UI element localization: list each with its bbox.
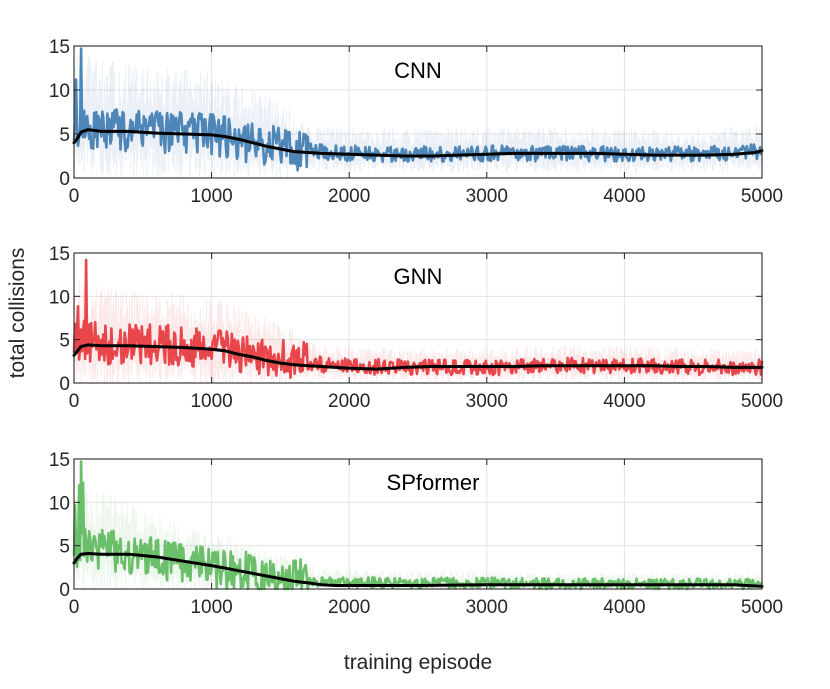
y-tick-label: 5 — [59, 331, 70, 352]
x-tick-label: 1000 — [190, 391, 232, 412]
panel-title: SPformer — [387, 470, 480, 495]
y-axis-label: total collisions — [6, 248, 29, 379]
y-tick-label: 10 — [49, 493, 70, 514]
y-tick-label: 10 — [49, 81, 70, 102]
y-tick-label: 5 — [59, 125, 70, 146]
x-tick-label: 2000 — [328, 391, 370, 412]
x-tick-label: 5000 — [741, 391, 783, 412]
panel-title: CNN — [394, 58, 442, 83]
panel-cnn: 0 1000 2000 3000 4000 5000 0 5 10 15 CNN — [49, 37, 783, 207]
x-tick-label: 1000 — [190, 597, 232, 618]
x-tick-label: 4000 — [603, 186, 645, 207]
x-tick-label: 4000 — [603, 391, 645, 412]
panel-gnn: 0 1000 2000 3000 4000 5000 0 5 10 15 GNN — [49, 244, 783, 412]
y-tick-label: 0 — [59, 580, 70, 601]
x-tick-label: 1000 — [190, 186, 232, 207]
x-tick-label: 3000 — [466, 186, 508, 207]
y-tick-label: 0 — [59, 374, 70, 395]
series-average-cnn — [72, 128, 764, 158]
x-tick-label: 5000 — [741, 597, 783, 618]
y-tick-label: 0 — [59, 169, 70, 190]
series-band-spformer — [73, 483, 763, 590]
series-average-gnn — [72, 343, 764, 371]
x-tick-label: 0 — [69, 597, 80, 618]
series-average-spformer — [72, 552, 764, 588]
axes-box — [73, 458, 763, 590]
panel-title: GNN — [394, 264, 443, 289]
x-tick-label: 3000 — [466, 391, 508, 412]
y-tick-label: 10 — [49, 287, 70, 308]
axes-box — [73, 45, 763, 179]
x-tick-label: 3000 — [466, 597, 508, 618]
y-tick-label: 15 — [49, 244, 70, 265]
axes-box — [73, 252, 763, 384]
y-tick-label: 15 — [49, 450, 70, 471]
x-tick-label: 0 — [69, 391, 80, 412]
x-axis-label: training episode — [344, 651, 492, 674]
x-tick-label: 2000 — [328, 597, 370, 618]
x-tick-label: 4000 — [603, 597, 645, 618]
series-raw-cnn — [72, 47, 764, 172]
y-tick-label: 5 — [59, 537, 70, 558]
panel-spformer: 0 1000 2000 3000 4000 5000 0 5 10 15 SPformer — [49, 450, 783, 618]
x-tick-label: 5000 — [741, 186, 783, 207]
y-tick-label: 15 — [49, 37, 70, 58]
x-tick-label: 0 — [69, 186, 80, 207]
x-tick-label: 2000 — [328, 186, 370, 207]
